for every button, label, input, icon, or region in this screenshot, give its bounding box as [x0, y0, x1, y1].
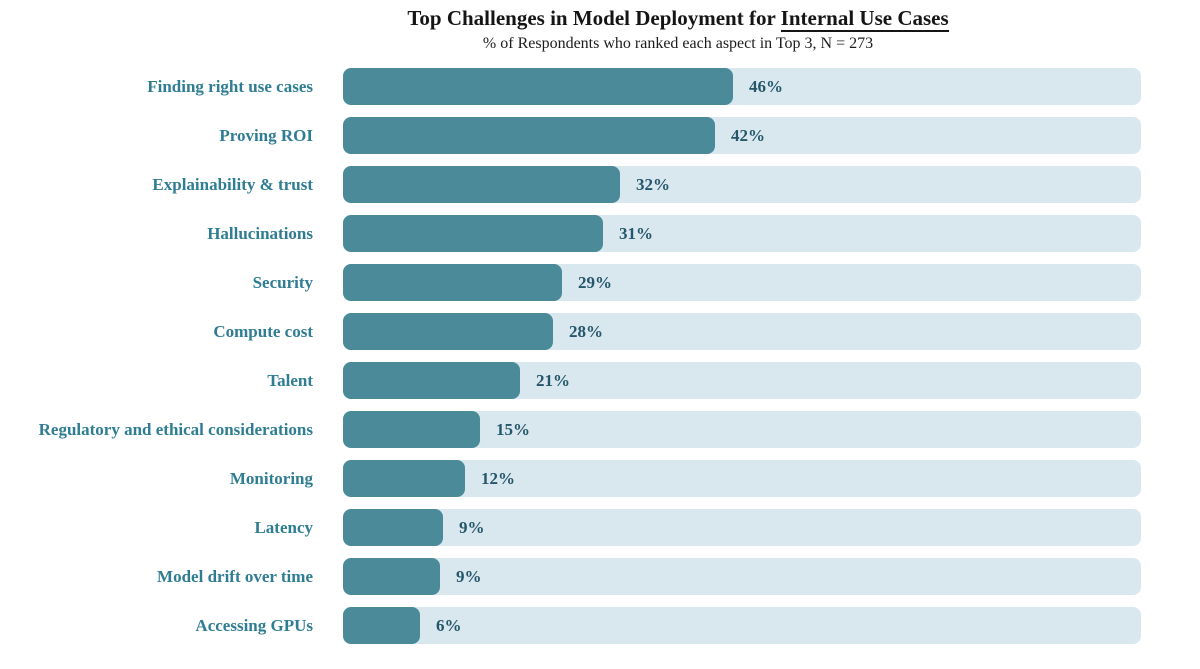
value-label: 9% — [456, 567, 482, 586]
bar — [343, 264, 562, 301]
bar-row: Talent 21% — [0, 362, 1200, 411]
chart-title-prefix: Top Challenges in Model Deployment for — [407, 6, 781, 30]
value-label: 42% — [731, 126, 765, 145]
bar-rows: Finding right use cases 46% Proving ROI … — [0, 68, 1200, 656]
category-label: Security — [252, 273, 313, 292]
chart-subtitle: % of Respondents who ranked each aspect … — [482, 35, 874, 52]
value-label: 12% — [481, 469, 515, 488]
bar-row: Explainability & trust 32% — [0, 166, 1200, 215]
value-label: 31% — [619, 224, 653, 243]
bar-track: 42% — [343, 117, 1141, 154]
category-label: Hallucinations — [207, 224, 313, 243]
bar — [343, 166, 620, 203]
bar-row: Compute cost 28% — [0, 313, 1200, 362]
value-label: 32% — [636, 175, 670, 194]
value-label: 15% — [496, 420, 530, 439]
bar-track: 32% — [343, 166, 1141, 203]
bar — [343, 509, 443, 546]
value-label: 9% — [459, 518, 485, 537]
value-label: 46% — [749, 77, 783, 96]
bar — [343, 215, 603, 252]
category-label: Model drift over time — [157, 567, 313, 586]
bar-row: Security 29% — [0, 264, 1200, 313]
category-label: Proving ROI — [219, 126, 313, 145]
bar — [343, 68, 733, 105]
bar — [343, 411, 480, 448]
bar-row: Latency 9% — [0, 509, 1200, 558]
chart-title-underlined: Internal Use Cases — [780, 6, 949, 32]
bar — [343, 607, 420, 644]
category-label: Compute cost — [213, 322, 313, 341]
category-label: Regulatory and ethical considerations — [38, 420, 313, 439]
chart-title: Top Challenges in Model Deployment for I… — [156, 5, 1200, 32]
value-label: 28% — [569, 322, 603, 341]
bar-track: 21% — [343, 362, 1141, 399]
bar-track: 31% — [343, 215, 1141, 252]
bar — [343, 362, 520, 399]
category-label: Latency — [254, 518, 313, 537]
bar — [343, 460, 465, 497]
bar-row: Hallucinations 31% — [0, 215, 1200, 264]
bar-track: 15% — [343, 411, 1141, 448]
category-label: Talent — [267, 371, 313, 390]
bar-track: 9% — [343, 509, 1141, 546]
category-label: Explainability & trust — [152, 175, 313, 194]
value-label: 29% — [578, 273, 612, 292]
bar-row: Monitoring 12% — [0, 460, 1200, 509]
bar-track: 12% — [343, 460, 1141, 497]
bar-row: Finding right use cases 46% — [0, 68, 1200, 117]
bar-track: 9% — [343, 558, 1141, 595]
bar — [343, 313, 553, 350]
chart-header: Top Challenges in Model Deployment for I… — [156, 5, 1200, 54]
bar-track: 29% — [343, 264, 1141, 301]
category-label: Finding right use cases — [147, 77, 313, 96]
bar — [343, 558, 440, 595]
bar-row: Proving ROI 42% — [0, 117, 1200, 166]
bar — [343, 117, 715, 154]
value-label: 6% — [436, 616, 462, 635]
bar-track: 28% — [343, 313, 1141, 350]
value-label: 21% — [536, 371, 570, 390]
bar-row: Accessing GPUs 6% — [0, 607, 1200, 656]
bar-row: Regulatory and ethical considerations 15… — [0, 411, 1200, 460]
category-label: Monitoring — [229, 469, 313, 488]
bar-track: 6% — [343, 607, 1141, 644]
category-label: Accessing GPUs — [195, 616, 313, 635]
bar-row: Model drift over time 9% — [0, 558, 1200, 607]
bar-track: 46% — [343, 68, 1141, 105]
